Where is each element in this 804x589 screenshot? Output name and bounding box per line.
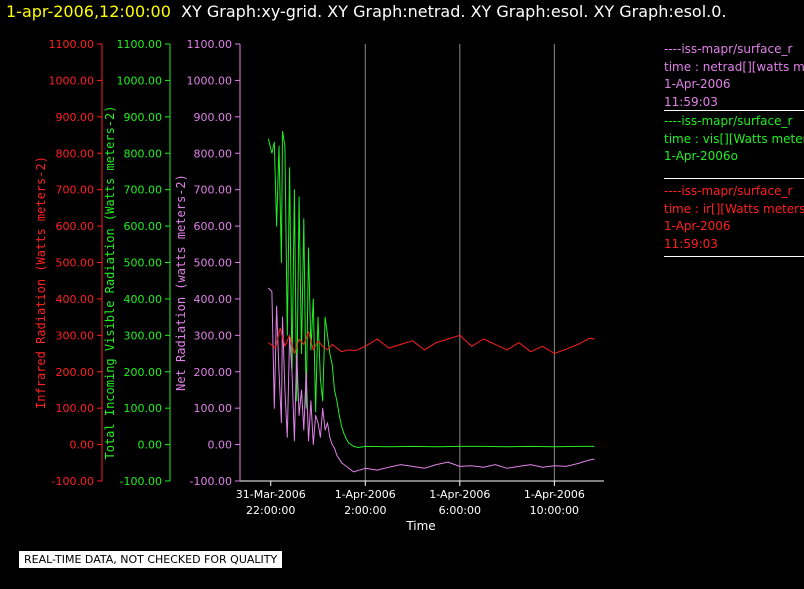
y-tick-label: 0.00 (70, 439, 95, 452)
y-tick-label: 1000.00 (49, 74, 95, 87)
x-tick-label: 1-Apr-2006 (335, 488, 396, 501)
y-tick-label: 800.00 (124, 147, 163, 160)
y-tick-label: 800.00 (194, 147, 233, 160)
legend-line: 1-Apr-2006 (664, 219, 731, 233)
y-tick-label: -100.00 (190, 475, 232, 488)
y-tick-label: 300.00 (56, 329, 95, 342)
y-tick-label: 500.00 (124, 257, 163, 270)
y-tick-label: 400.00 (124, 293, 163, 306)
y-tick-label: 900.00 (56, 111, 95, 124)
y-tick-label: 0.00 (138, 439, 163, 452)
legend-line: 1-Apr-2006o (664, 149, 738, 163)
y-tick-label: 1000.00 (187, 74, 233, 87)
y-tick-label: 600.00 (194, 220, 233, 233)
series-netrad (268, 287, 595, 473)
y-tick-label: 300.00 (194, 329, 233, 342)
legend-separator (664, 110, 804, 111)
y-tick-label: 300.00 (124, 329, 163, 342)
timestamp: 1-apr-2006,12:00:00 (6, 2, 171, 21)
legend-line: ----iss-mapr/surface_r (664, 42, 793, 56)
x-tick-label: 22:00:00 (246, 504, 295, 517)
y-tick-label: 100.00 (194, 402, 233, 415)
y-tick-label: 400.00 (56, 293, 95, 306)
y-tick-label: 800.00 (56, 147, 95, 160)
y-tick-label: -100.00 (52, 475, 94, 488)
y-tick-label: 1000.00 (117, 74, 163, 87)
legend-line: ----iss-mapr/surface_r (664, 114, 793, 128)
legend-line: 1-Apr-2006 (664, 77, 731, 91)
y-axis-label-0: Infrared Radiation (Watts meters-2) (34, 156, 48, 409)
x-tick-label: 1-Apr-2006 (429, 488, 490, 501)
legend-line: time : netrad[][watts m (664, 59, 804, 74)
series-vis (267, 130, 595, 448)
x-tick-label: 31-Mar-2006 (236, 488, 306, 501)
y-tick-label: 1100.00 (117, 38, 163, 51)
y-tick-label: 1100.00 (49, 38, 95, 51)
legend-line: ----iss-mapr/surface_r (664, 184, 793, 198)
y-tick-label: 700.00 (124, 184, 163, 197)
quality-note: REAL-TIME DATA, NOT CHECKED FOR QUALITY (19, 551, 283, 568)
y-tick-label: 600.00 (124, 220, 163, 233)
y-tick-label: 100.00 (124, 402, 163, 415)
graph-list: XY Graph:xy-grid. XY Graph:netrad. XY Gr… (181, 2, 727, 21)
legend-line: time : vis[][Watts meter (664, 131, 804, 146)
y-tick-label: 200.00 (56, 366, 95, 379)
y-tick-label: 200.00 (194, 366, 233, 379)
series-ir (268, 327, 595, 354)
y-tick-label: 500.00 (56, 257, 95, 270)
y-tick-label: 0.00 (208, 439, 233, 452)
x-tick-label: 2:00:00 (344, 504, 386, 517)
y-axis-label-1: Total Incoming Visible Radiation (Watts … (103, 105, 117, 459)
x-tick-label: 10:00:00 (530, 504, 579, 517)
y-tick-label: 100.00 (56, 402, 95, 415)
y-tick-label: 500.00 (194, 257, 233, 270)
y-tick-label: 600.00 (56, 220, 95, 233)
y-tick-label: 900.00 (124, 111, 163, 124)
y-tick-label: 1100.00 (187, 38, 233, 51)
y-axis-label-2: Net Radiation (watts meters-2) (174, 174, 188, 391)
y-tick-label: 200.00 (124, 366, 163, 379)
y-tick-label: 900.00 (194, 111, 233, 124)
x-tick-label: 1-Apr-2006 (524, 488, 585, 501)
title-bar: 1-apr-2006,12:00:00 XY Graph:xy-grid. XY… (6, 2, 727, 21)
y-tick-label: 700.00 (194, 184, 233, 197)
x-tick-label: 6:00:00 (439, 504, 481, 517)
legend-separator (664, 178, 804, 179)
y-tick-label: 700.00 (56, 184, 95, 197)
legend-line: time : ir[][Watts meters (664, 201, 804, 216)
legend-line: 11:59:03 (664, 236, 718, 251)
y-tick-label: 400.00 (194, 293, 233, 306)
legend-separator (664, 256, 804, 257)
x-axis-label: Time (405, 519, 435, 533)
y-tick-label: -100.00 (120, 475, 162, 488)
legend-line: 11:59:03 (664, 94, 718, 109)
